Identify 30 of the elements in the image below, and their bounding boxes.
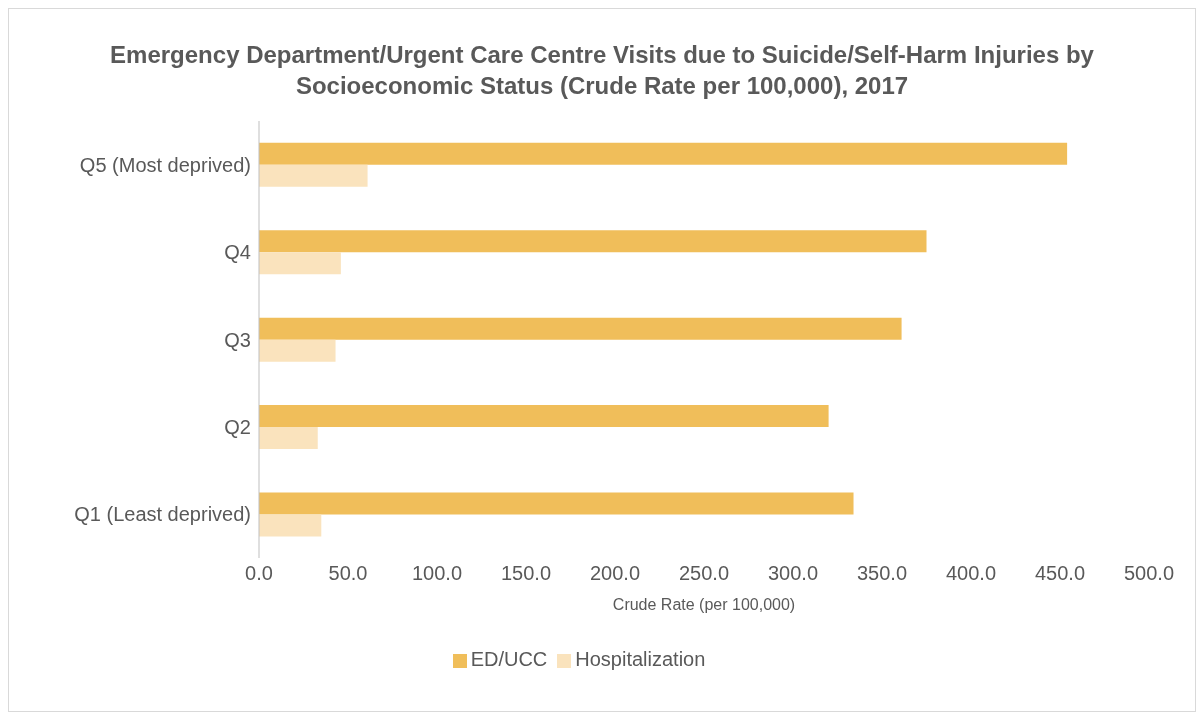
x-tick-label: 300.0 bbox=[767, 562, 819, 585]
bar bbox=[259, 405, 829, 428]
x-tick-label: 500.0 bbox=[1123, 562, 1175, 585]
bar bbox=[259, 339, 336, 362]
bar bbox=[259, 492, 854, 515]
bar bbox=[259, 142, 1068, 165]
bar bbox=[259, 514, 322, 537]
bar bbox=[259, 164, 368, 187]
y-tick-label: Q1 (Least deprived) bbox=[74, 503, 251, 526]
bar bbox=[259, 317, 902, 340]
bar bbox=[259, 427, 318, 450]
legend-label: Hospitalization bbox=[575, 648, 706, 670]
x-tick-label: 200.0 bbox=[589, 562, 641, 585]
bar bbox=[259, 230, 927, 253]
bar bbox=[259, 252, 341, 275]
x-tick-label: 350.0 bbox=[856, 562, 908, 585]
x-tick-label: 400.0 bbox=[945, 562, 997, 585]
x-tick-label: 150.0 bbox=[500, 562, 552, 585]
x-axis-title: Crude Rate (per 100,000) bbox=[612, 596, 796, 613]
x-tick-label: 0.0 bbox=[245, 562, 273, 585]
chart-title: Emergency Department/Urgent Care Centre Visits due to Suicide/Self-Harm Injuries by Socioeconomic Status (Crude Rate per 100,000), 2017 bbox=[109, 40, 1095, 101]
x-tick-label: 450.0 bbox=[1034, 562, 1086, 585]
y-tick-label: Q2 bbox=[224, 416, 251, 438]
y-tick-label: Q5 (Most deprived) bbox=[79, 153, 251, 176]
y-tick-label: Q3 bbox=[224, 328, 251, 351]
x-tick-label: 100.0 bbox=[411, 562, 463, 585]
y-tick-label: Q4 bbox=[224, 241, 251, 264]
x-tick-label: 250.0 bbox=[678, 562, 730, 585]
x-tick-label: 50.0 bbox=[328, 562, 368, 585]
legend-label: ED/UCC bbox=[470, 648, 548, 670]
